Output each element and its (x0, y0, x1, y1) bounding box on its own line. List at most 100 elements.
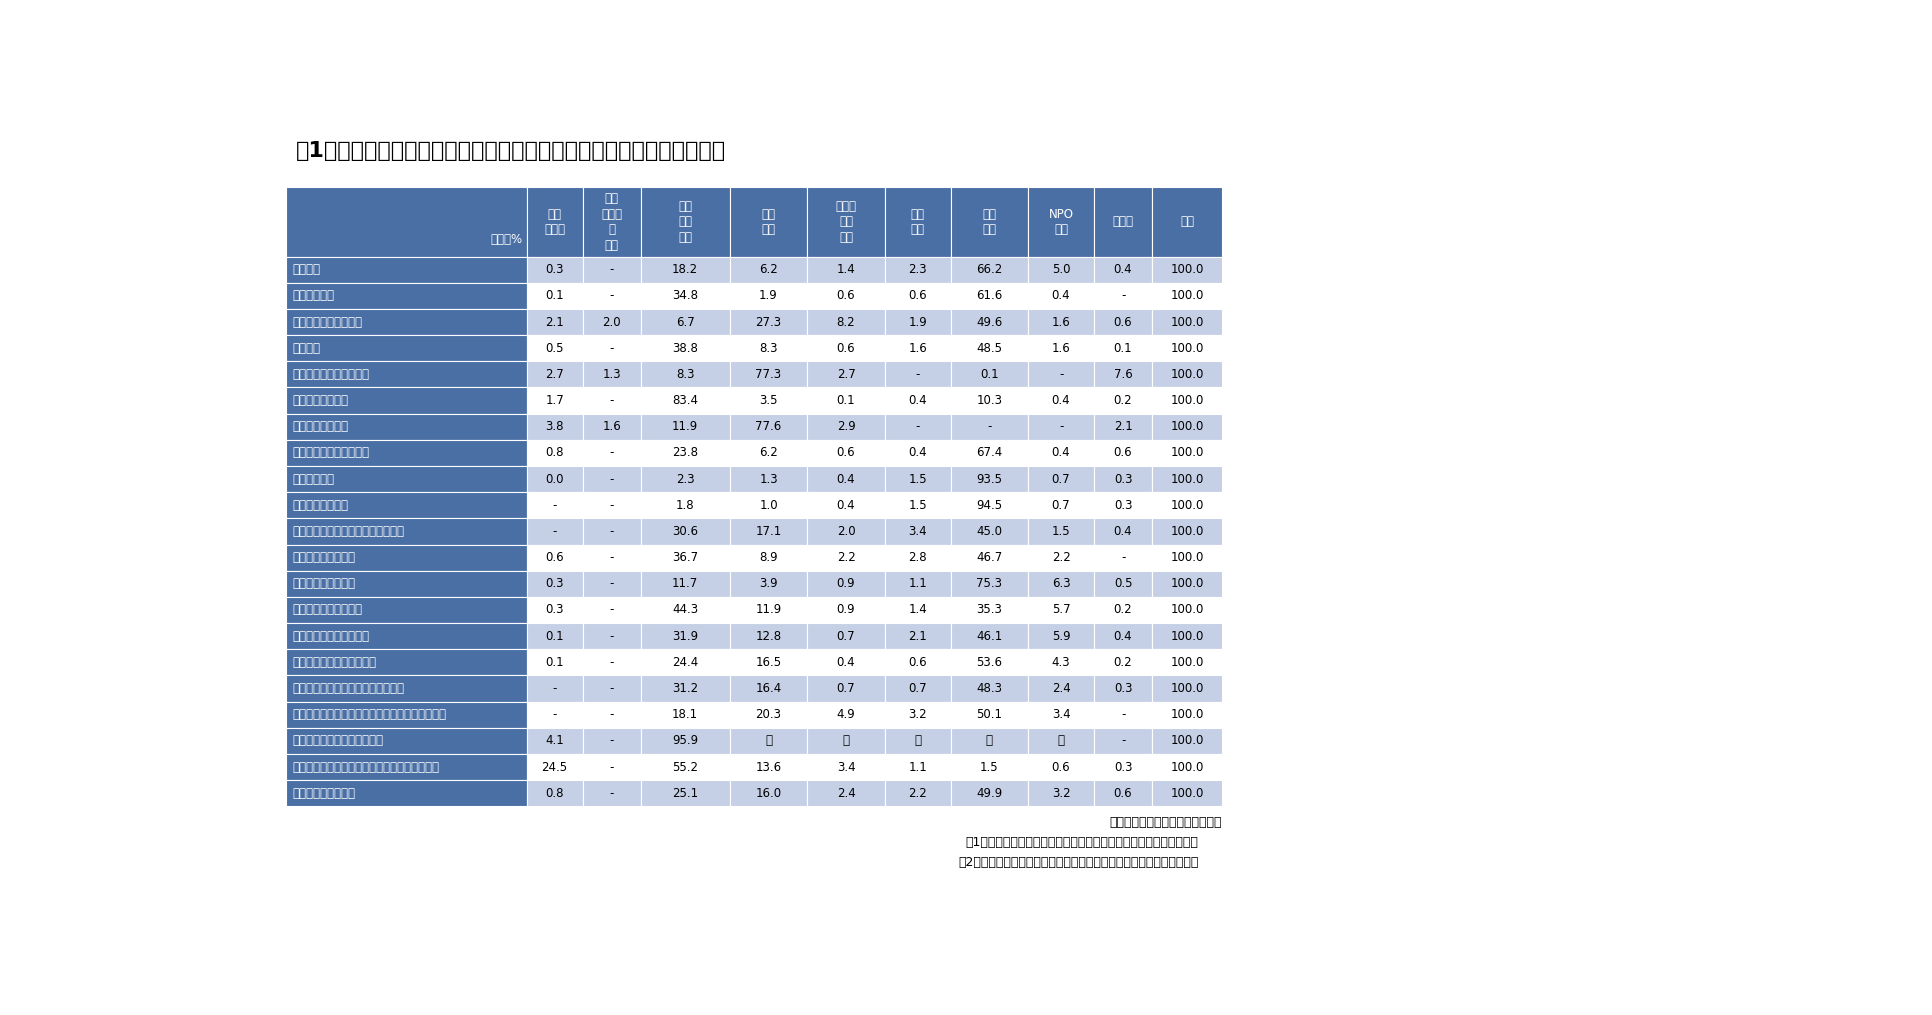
Text: 0.5: 0.5 (545, 342, 564, 354)
Bar (583, 439, 641, 466)
Bar (527, 388, 583, 414)
Bar (527, 650, 583, 675)
Text: -: - (609, 578, 614, 591)
Text: 1.5: 1.5 (908, 498, 927, 512)
Bar (808, 361, 885, 388)
Bar (527, 728, 583, 754)
Bar (527, 570, 583, 597)
Text: -: - (609, 473, 614, 485)
Bar (1151, 187, 1221, 257)
Text: 100.0: 100.0 (1171, 604, 1204, 616)
Bar (951, 466, 1028, 492)
Text: その他: その他 (1113, 215, 1134, 228)
Bar (527, 544, 583, 570)
Text: -: - (609, 682, 614, 695)
Bar (730, 754, 808, 781)
Text: 2.7: 2.7 (545, 367, 564, 381)
Text: 24.5: 24.5 (541, 760, 568, 773)
Bar (641, 623, 730, 650)
Text: -: - (609, 629, 614, 642)
Bar (641, 187, 730, 257)
Bar (286, 187, 527, 257)
Text: 48.3: 48.3 (976, 682, 1003, 695)
Bar (641, 388, 730, 414)
Bar (1094, 781, 1151, 806)
Text: 48.5: 48.5 (976, 342, 1003, 354)
Text: 66.2: 66.2 (976, 263, 1003, 276)
Text: 単位：%: 単位：% (491, 232, 522, 246)
Text: 49.6: 49.6 (976, 316, 1003, 329)
Bar (286, 519, 527, 544)
Bar (730, 439, 808, 466)
Text: 短期入所生活介護: 短期入所生活介護 (292, 394, 348, 407)
Text: 医療
法人: 医療 法人 (761, 208, 775, 236)
Bar (730, 544, 808, 570)
Text: 3.5: 3.5 (759, 394, 779, 407)
Bar (951, 492, 1028, 519)
Text: 小規模多機能型居宅介護: 小規模多機能型居宅介護 (292, 629, 369, 642)
Bar (1028, 361, 1094, 388)
Bar (951, 597, 1028, 623)
Text: -: - (609, 735, 614, 747)
Text: -: - (553, 498, 556, 512)
Bar (527, 414, 583, 439)
Text: 100.0: 100.0 (1171, 656, 1204, 669)
Text: 2.3: 2.3 (676, 473, 694, 485)
Bar (885, 597, 951, 623)
Bar (286, 701, 527, 728)
Bar (885, 187, 951, 257)
Text: 2.1: 2.1 (1113, 420, 1132, 433)
Text: 認知症対応型通所介護: 認知症対応型通所介護 (292, 604, 363, 616)
Text: 38.8: 38.8 (672, 342, 697, 354)
Text: 2.7: 2.7 (837, 367, 856, 381)
Text: 100.0: 100.0 (1171, 342, 1204, 354)
Bar (885, 492, 951, 519)
Bar (885, 728, 951, 754)
Bar (951, 570, 1028, 597)
Bar (808, 414, 885, 439)
Bar (885, 781, 951, 806)
Bar (951, 361, 1028, 388)
Text: 夜間対応型訪問介護: 夜間対応型訪問介護 (292, 551, 355, 564)
Text: 0.4: 0.4 (837, 656, 856, 669)
Text: 3.4: 3.4 (908, 525, 927, 538)
Bar (730, 388, 808, 414)
Text: 0.2: 0.2 (1113, 394, 1132, 407)
Bar (641, 570, 730, 597)
Text: -: - (609, 656, 614, 669)
Text: 0.6: 0.6 (837, 289, 856, 302)
Bar (641, 257, 730, 283)
Text: -: - (987, 420, 991, 433)
Bar (808, 257, 885, 283)
Bar (1028, 309, 1094, 335)
Text: 0.3: 0.3 (545, 604, 564, 616)
Text: 100.0: 100.0 (1171, 629, 1204, 642)
Text: 定期巡回・随時対応型訪問介護看護: 定期巡回・随時対応型訪問介護看護 (292, 525, 404, 538)
Text: 複合型サービス（看護小規模多機能型居宅介護）: 複合型サービス（看護小規模多機能型居宅介護） (292, 708, 446, 722)
Bar (885, 388, 951, 414)
Text: 0.6: 0.6 (908, 289, 927, 302)
Bar (885, 519, 951, 544)
Text: 23.8: 23.8 (672, 447, 697, 460)
Text: 0.9: 0.9 (837, 578, 856, 591)
Bar (951, 187, 1028, 257)
Text: 0.3: 0.3 (545, 578, 564, 591)
Bar (1094, 187, 1151, 257)
Bar (1151, 309, 1221, 335)
Text: 11.9: 11.9 (755, 604, 782, 616)
Bar (583, 335, 641, 361)
Bar (885, 623, 951, 650)
Text: 0.1: 0.1 (545, 629, 564, 642)
Bar (808, 492, 885, 519)
Text: 1.3: 1.3 (603, 367, 620, 381)
Text: 0.6: 0.6 (837, 342, 856, 354)
Bar (527, 623, 583, 650)
Bar (808, 650, 885, 675)
Bar (885, 701, 951, 728)
Bar (583, 728, 641, 754)
Text: 100.0: 100.0 (1171, 682, 1204, 695)
Bar (1028, 701, 1094, 728)
Text: 1.6: 1.6 (603, 420, 620, 433)
Bar (730, 597, 808, 623)
Bar (641, 414, 730, 439)
